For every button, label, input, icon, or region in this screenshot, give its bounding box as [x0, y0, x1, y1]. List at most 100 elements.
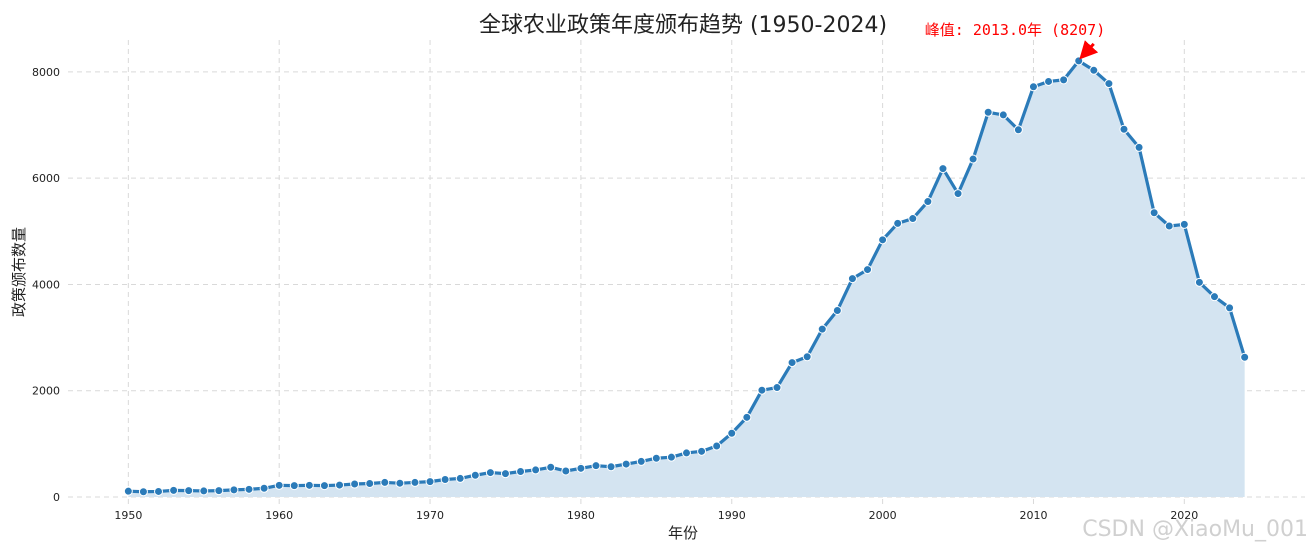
data-point — [319, 481, 329, 491]
data-point — [998, 110, 1008, 120]
data-point — [561, 466, 571, 476]
data-point — [199, 486, 209, 496]
data-point — [289, 481, 299, 491]
data-point — [546, 462, 556, 472]
y-tick-label: 6000 — [32, 172, 60, 185]
x-tick-label: 2010 — [1019, 509, 1047, 522]
data-point — [923, 197, 933, 207]
data-point — [410, 477, 420, 487]
data-point — [1013, 125, 1023, 135]
data-point — [802, 352, 812, 362]
data-point — [621, 459, 631, 469]
data-point — [1074, 56, 1084, 66]
data-point — [893, 218, 903, 228]
data-point — [470, 470, 480, 480]
data-point — [531, 465, 541, 475]
data-point — [817, 324, 827, 334]
y-tick-label: 2000 — [32, 385, 60, 398]
data-point — [1104, 79, 1114, 89]
data-point — [576, 463, 586, 473]
x-tick-label: 1980 — [567, 509, 595, 522]
peak-annotation: 峰值: 2013.0年 (8207) — [925, 21, 1105, 60]
data-point — [772, 383, 782, 393]
data-point — [712, 441, 722, 451]
data-point — [1240, 352, 1250, 362]
data-point — [229, 485, 239, 495]
data-point — [787, 358, 797, 368]
data-point — [123, 486, 133, 496]
area-fill — [128, 60, 1245, 498]
y-axis-ticks: 0 2000 4000 6000 8000 — [32, 66, 60, 504]
data-point — [983, 107, 993, 117]
data-point — [908, 214, 918, 224]
x-tick-label: 1970 — [416, 509, 444, 522]
x-axis-label: 年份 — [668, 524, 698, 542]
data-point — [591, 461, 601, 471]
data-point — [380, 477, 390, 487]
data-point — [606, 462, 616, 472]
y-tick-label: 4000 — [32, 278, 60, 291]
peak-annotation-text: 峰值: 2013.0年 (8207) — [925, 21, 1105, 39]
data-point — [365, 478, 375, 488]
data-point — [440, 474, 450, 484]
data-point — [455, 473, 465, 483]
data-point — [1089, 65, 1099, 75]
data-point — [304, 480, 314, 490]
data-point — [636, 456, 646, 466]
data-point — [425, 477, 435, 487]
data-point — [697, 446, 707, 456]
data-point — [485, 468, 495, 478]
y-tick-label: 8000 — [32, 66, 60, 79]
data-point — [727, 428, 737, 438]
data-point — [1194, 277, 1204, 287]
data-point — [878, 235, 888, 245]
data-point — [1028, 82, 1038, 92]
data-point — [651, 453, 661, 463]
data-point — [274, 480, 284, 490]
area-fill-shape — [128, 60, 1245, 498]
data-point — [259, 483, 269, 493]
data-point — [742, 412, 752, 422]
watermark-text: CSDN @XiaoMu_001 — [1082, 517, 1308, 542]
data-point — [666, 452, 676, 462]
data-point — [1059, 75, 1069, 85]
x-tick-label: 1950 — [114, 509, 142, 522]
x-tick-label: 2020 — [1170, 509, 1198, 522]
data-point — [1134, 142, 1144, 152]
data-point — [1209, 292, 1219, 302]
data-point — [244, 484, 254, 494]
data-point — [847, 274, 857, 284]
chart-title: 全球农业政策年度颁布趋势 (1950-2024) — [479, 13, 887, 38]
data-points — [123, 56, 1250, 497]
data-point — [938, 164, 948, 174]
x-axis-ticks: 1950 1960 1970 1980 1990 2000 2010 2020 — [114, 509, 1198, 522]
x-tick-label: 1960 — [265, 509, 293, 522]
data-point — [500, 469, 510, 479]
data-point — [1119, 124, 1129, 134]
data-point — [1179, 219, 1189, 229]
data-point — [1149, 208, 1159, 218]
data-point — [184, 486, 194, 496]
data-point — [154, 486, 164, 496]
data-point — [682, 448, 691, 458]
data-point — [516, 467, 526, 477]
x-tick-label: 1990 — [718, 509, 746, 522]
data-point — [214, 486, 224, 496]
data-point — [832, 305, 842, 315]
data-point — [1044, 76, 1054, 86]
data-point — [1164, 221, 1174, 231]
data-point — [863, 265, 873, 275]
data-point — [953, 189, 963, 199]
data-point — [968, 154, 978, 164]
peak-annotation-arrow — [1079, 40, 1099, 60]
data-point — [169, 485, 179, 495]
data-point — [1225, 303, 1235, 313]
y-axis-label: 政策颁布数量 — [10, 227, 28, 317]
data-point — [335, 480, 345, 490]
data-point — [757, 385, 767, 395]
data-point — [138, 487, 148, 497]
data-point — [350, 479, 360, 489]
data-point — [395, 478, 405, 488]
x-tick-label: 2000 — [869, 509, 897, 522]
